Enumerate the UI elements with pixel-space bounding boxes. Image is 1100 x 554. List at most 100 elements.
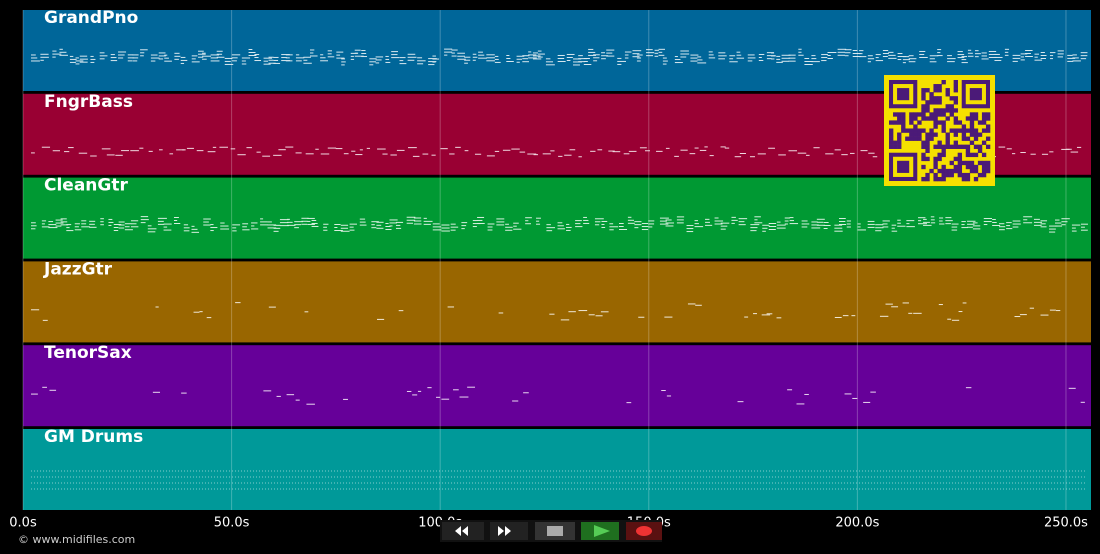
qr-cell (905, 128, 910, 133)
qr-cell (973, 176, 979, 182)
qr-cell (945, 108, 950, 113)
qr-cell (941, 112, 946, 117)
qr-cell (913, 136, 918, 141)
qr-cell (933, 116, 938, 121)
qr-cell (949, 112, 954, 117)
qr-cell (937, 120, 942, 125)
qr-cell (961, 160, 967, 166)
track (23, 261, 1091, 343)
qr-cell (897, 116, 902, 121)
qr-cell (953, 116, 958, 121)
qr-cell (905, 136, 910, 141)
qr-cell (949, 128, 954, 133)
qr-cell (957, 128, 963, 133)
play-button[interactable] (581, 522, 619, 540)
qr-cell (933, 88, 938, 93)
track-name: TenorSax (44, 343, 132, 363)
qr-cell (909, 120, 914, 125)
track-lane (23, 261, 1091, 343)
qr-cell (945, 144, 950, 149)
qr-cell (981, 160, 987, 166)
qr-cell (889, 140, 894, 145)
qr-cell (969, 116, 975, 121)
qr-cell (941, 148, 946, 154)
qr-cell (949, 108, 954, 113)
qr-cell (941, 164, 946, 170)
rewind-button[interactable] (442, 522, 484, 540)
qr-cell (925, 116, 930, 121)
qr-cell (953, 80, 958, 85)
qr-cell (945, 104, 950, 109)
qr-cell (973, 144, 979, 149)
qr-cell (985, 136, 991, 141)
qr-cell (969, 164, 975, 170)
qr-cell (953, 144, 958, 149)
qr-cell (897, 120, 902, 125)
qr-cell (985, 116, 991, 121)
record-button[interactable] (626, 522, 662, 540)
qr-cell (957, 152, 963, 158)
qr-cell (901, 128, 906, 133)
qr-cell (897, 132, 902, 137)
qr-cell (909, 128, 914, 133)
qr-cell (921, 156, 926, 162)
qr-cell (893, 144, 898, 149)
qr-cell (973, 112, 979, 117)
stop-button[interactable] (535, 522, 575, 540)
qr-cell (985, 168, 991, 174)
fast-forward-button[interactable] (490, 522, 528, 540)
track-name: CleanGtr (44, 176, 128, 196)
qr-cell (913, 132, 918, 137)
qr-cell (917, 120, 922, 125)
transport-controls (440, 520, 662, 542)
qr-cell (949, 168, 954, 174)
notes (31, 386, 1085, 405)
qr-cell (953, 164, 958, 170)
qr-cell (933, 96, 938, 101)
qr-cell (925, 144, 930, 149)
qr-cell (925, 176, 930, 182)
footer: © www.midifiles.com (18, 533, 135, 546)
qr-cell (889, 132, 894, 137)
qr-cell (933, 164, 938, 170)
qr-cell (961, 172, 967, 178)
qr-cell (973, 136, 979, 141)
qr-cell (933, 100, 938, 105)
qr-cell (917, 136, 922, 141)
qr-cell (921, 140, 926, 145)
qr-cell (937, 168, 942, 174)
qr-cell (961, 124, 967, 129)
qr-cell (985, 124, 991, 129)
qr-cell (981, 164, 987, 170)
qr-cell (937, 156, 942, 162)
qr-cell (969, 112, 975, 117)
qr-cell (917, 132, 922, 137)
qr-cell (973, 152, 979, 158)
notes (31, 470, 1086, 490)
qr-cell (937, 176, 942, 182)
qr-cell (929, 168, 934, 174)
qr-cell (965, 128, 971, 133)
notes (31, 216, 1088, 233)
qr-cell (925, 88, 930, 93)
qr-cell (901, 120, 906, 125)
qr-cell (889, 120, 894, 125)
qr-cell (921, 108, 926, 113)
track-name: JazzGtr (43, 259, 113, 279)
qr-finder (897, 88, 910, 101)
qr-cell (937, 112, 942, 117)
qr-cell (937, 152, 942, 158)
qr-cell (965, 164, 971, 170)
qr-cell (969, 124, 975, 129)
qr-cell (925, 172, 930, 178)
qr-cell (953, 128, 958, 133)
qr-cell (941, 120, 946, 125)
qr-cell (929, 100, 934, 105)
tick-label: 50.0s (214, 516, 250, 531)
qr-cell (977, 132, 983, 137)
qr-cell (921, 88, 926, 93)
qr-cell (929, 136, 934, 141)
qr-cell (921, 112, 926, 117)
qr-cell (921, 176, 926, 182)
qr-cell (981, 172, 987, 178)
